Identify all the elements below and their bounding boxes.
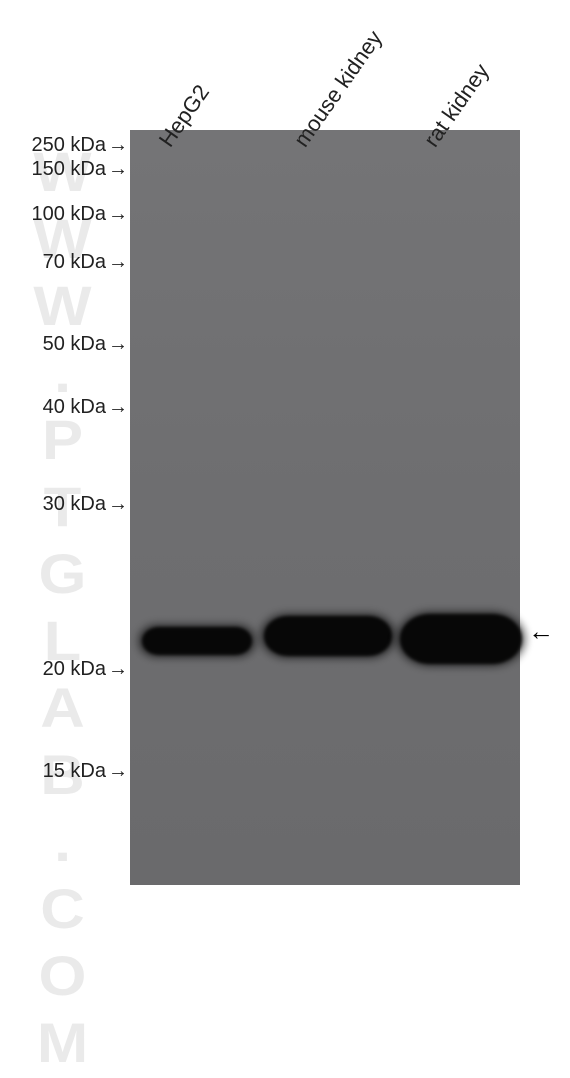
arrow-right-icon: →: [108, 760, 128, 783]
arrow-right-icon: →: [108, 493, 128, 516]
arrow-right-icon: →: [108, 333, 128, 356]
arrow-right-icon: →: [108, 134, 128, 157]
marker-value: 15 kDa: [43, 760, 106, 782]
western-blot-figure: WWW.PTGLAB.COM 250 kDa→150 kDa→100 kDa→7…: [0, 0, 570, 903]
marker-label: 50 kDa→: [43, 333, 128, 356]
arrow-right-icon: →: [108, 158, 128, 181]
band-pointer-arrow: ←: [528, 616, 554, 647]
watermark: WWW.PTGLAB.COM: [27, 140, 99, 1078]
protein-band: [400, 614, 522, 664]
arrow-right-icon: →: [108, 658, 128, 681]
marker-label: 15 kDa→: [43, 760, 128, 783]
marker-value: 250 kDa: [32, 134, 107, 156]
blot-membrane: [130, 130, 520, 885]
marker-label: 250 kDa→: [32, 134, 129, 157]
marker-value: 100 kDa: [32, 203, 107, 225]
marker-label: 70 kDa→: [43, 251, 128, 274]
marker-label: 20 kDa→: [43, 658, 128, 681]
marker-label: 30 kDa→: [43, 493, 128, 516]
arrow-right-icon: →: [108, 203, 128, 226]
marker-value: 50 kDa: [43, 333, 106, 355]
marker-value: 30 kDa: [43, 493, 106, 515]
marker-value: 20 kDa: [43, 658, 106, 680]
protein-band: [142, 627, 252, 655]
marker-value: 70 kDa: [43, 251, 106, 273]
marker-label: 40 kDa→: [43, 396, 128, 419]
protein-band: [264, 616, 392, 656]
watermark-text: WWW.PTGLAB.COM: [28, 140, 97, 1078]
marker-label: 150 kDa→: [32, 158, 129, 181]
arrow-right-icon: →: [108, 396, 128, 419]
marker-value: 40 kDa: [43, 396, 106, 418]
marker-label: 100 kDa→: [32, 203, 129, 226]
marker-value: 150 kDa: [32, 158, 107, 180]
arrow-right-icon: →: [108, 251, 128, 274]
